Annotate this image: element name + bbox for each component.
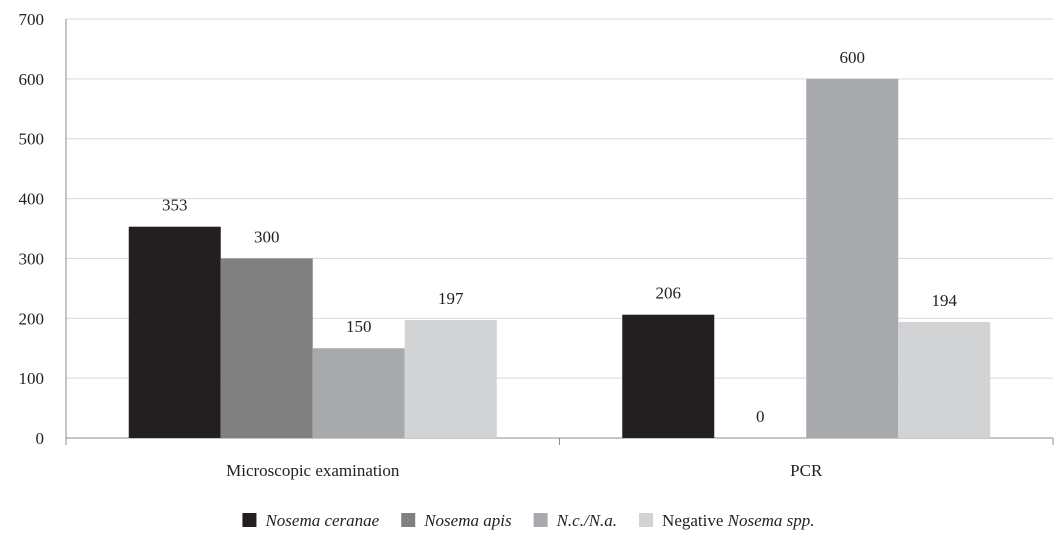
legend-item: Nosema apis — [401, 511, 512, 530]
data-label: 206 — [656, 284, 682, 303]
x-category-label: PCR — [790, 461, 823, 480]
legend-swatch — [639, 513, 654, 527]
legend-swatch — [533, 513, 548, 527]
legend-swatch — [242, 513, 257, 527]
x-category-label: Microscopic examination — [226, 461, 400, 480]
y-tick-label: 300 — [19, 249, 45, 268]
y-tick-label: 600 — [19, 70, 45, 89]
y-tick-label: 200 — [19, 309, 45, 328]
y-tick-label: 100 — [19, 369, 45, 388]
data-label: 0 — [756, 407, 765, 426]
bar — [898, 321, 991, 438]
legend-label: Negative Nosema spp. — [662, 511, 815, 530]
legend-item: N.c./N.a. — [533, 511, 617, 530]
data-label: 194 — [932, 291, 958, 310]
bar — [220, 258, 313, 438]
y-tick-label: 400 — [19, 190, 45, 209]
data-label: 600 — [840, 48, 866, 67]
legend-label-part: Nosema spp. — [727, 511, 815, 530]
legend-label-part: Nosema apis — [423, 511, 512, 530]
legend-label-part: N.c./N.a. — [556, 511, 617, 530]
legend-label: Nosema ceranae — [264, 511, 379, 530]
legend-label: Nosema apis — [423, 511, 512, 530]
bar — [622, 314, 715, 438]
bar — [806, 78, 899, 438]
data-label: 353 — [162, 196, 188, 215]
y-tick-label: 0 — [36, 429, 45, 448]
category-labels: Microscopic examination PCR — [226, 461, 823, 480]
legend-label: N.c./N.a. — [556, 511, 617, 530]
data-label: 197 — [438, 289, 464, 308]
legend-label-part: Nosema ceranae — [264, 511, 379, 530]
value-labels: 353 300 150 197 206 0 600 194 — [162, 48, 958, 426]
y-tick-label: 700 — [19, 10, 45, 29]
bars — [128, 78, 991, 438]
data-label: 150 — [346, 317, 372, 336]
legend-item: Negative Nosema spp. — [639, 511, 815, 530]
y-tick-label: 500 — [19, 130, 45, 149]
y-axis-tick-labels: 0 100 200 300 400 500 600 700 — [19, 10, 45, 448]
legend-label-part: Negative — [662, 511, 728, 530]
legend: Nosema ceranae Nosema apis N.c./N.a. Negati… — [242, 511, 815, 530]
bar — [404, 320, 497, 438]
bar — [128, 226, 221, 438]
legend-swatch — [401, 513, 416, 527]
data-label: 300 — [254, 227, 280, 246]
bar — [312, 348, 405, 438]
legend-item: Nosema ceranae — [242, 511, 380, 530]
